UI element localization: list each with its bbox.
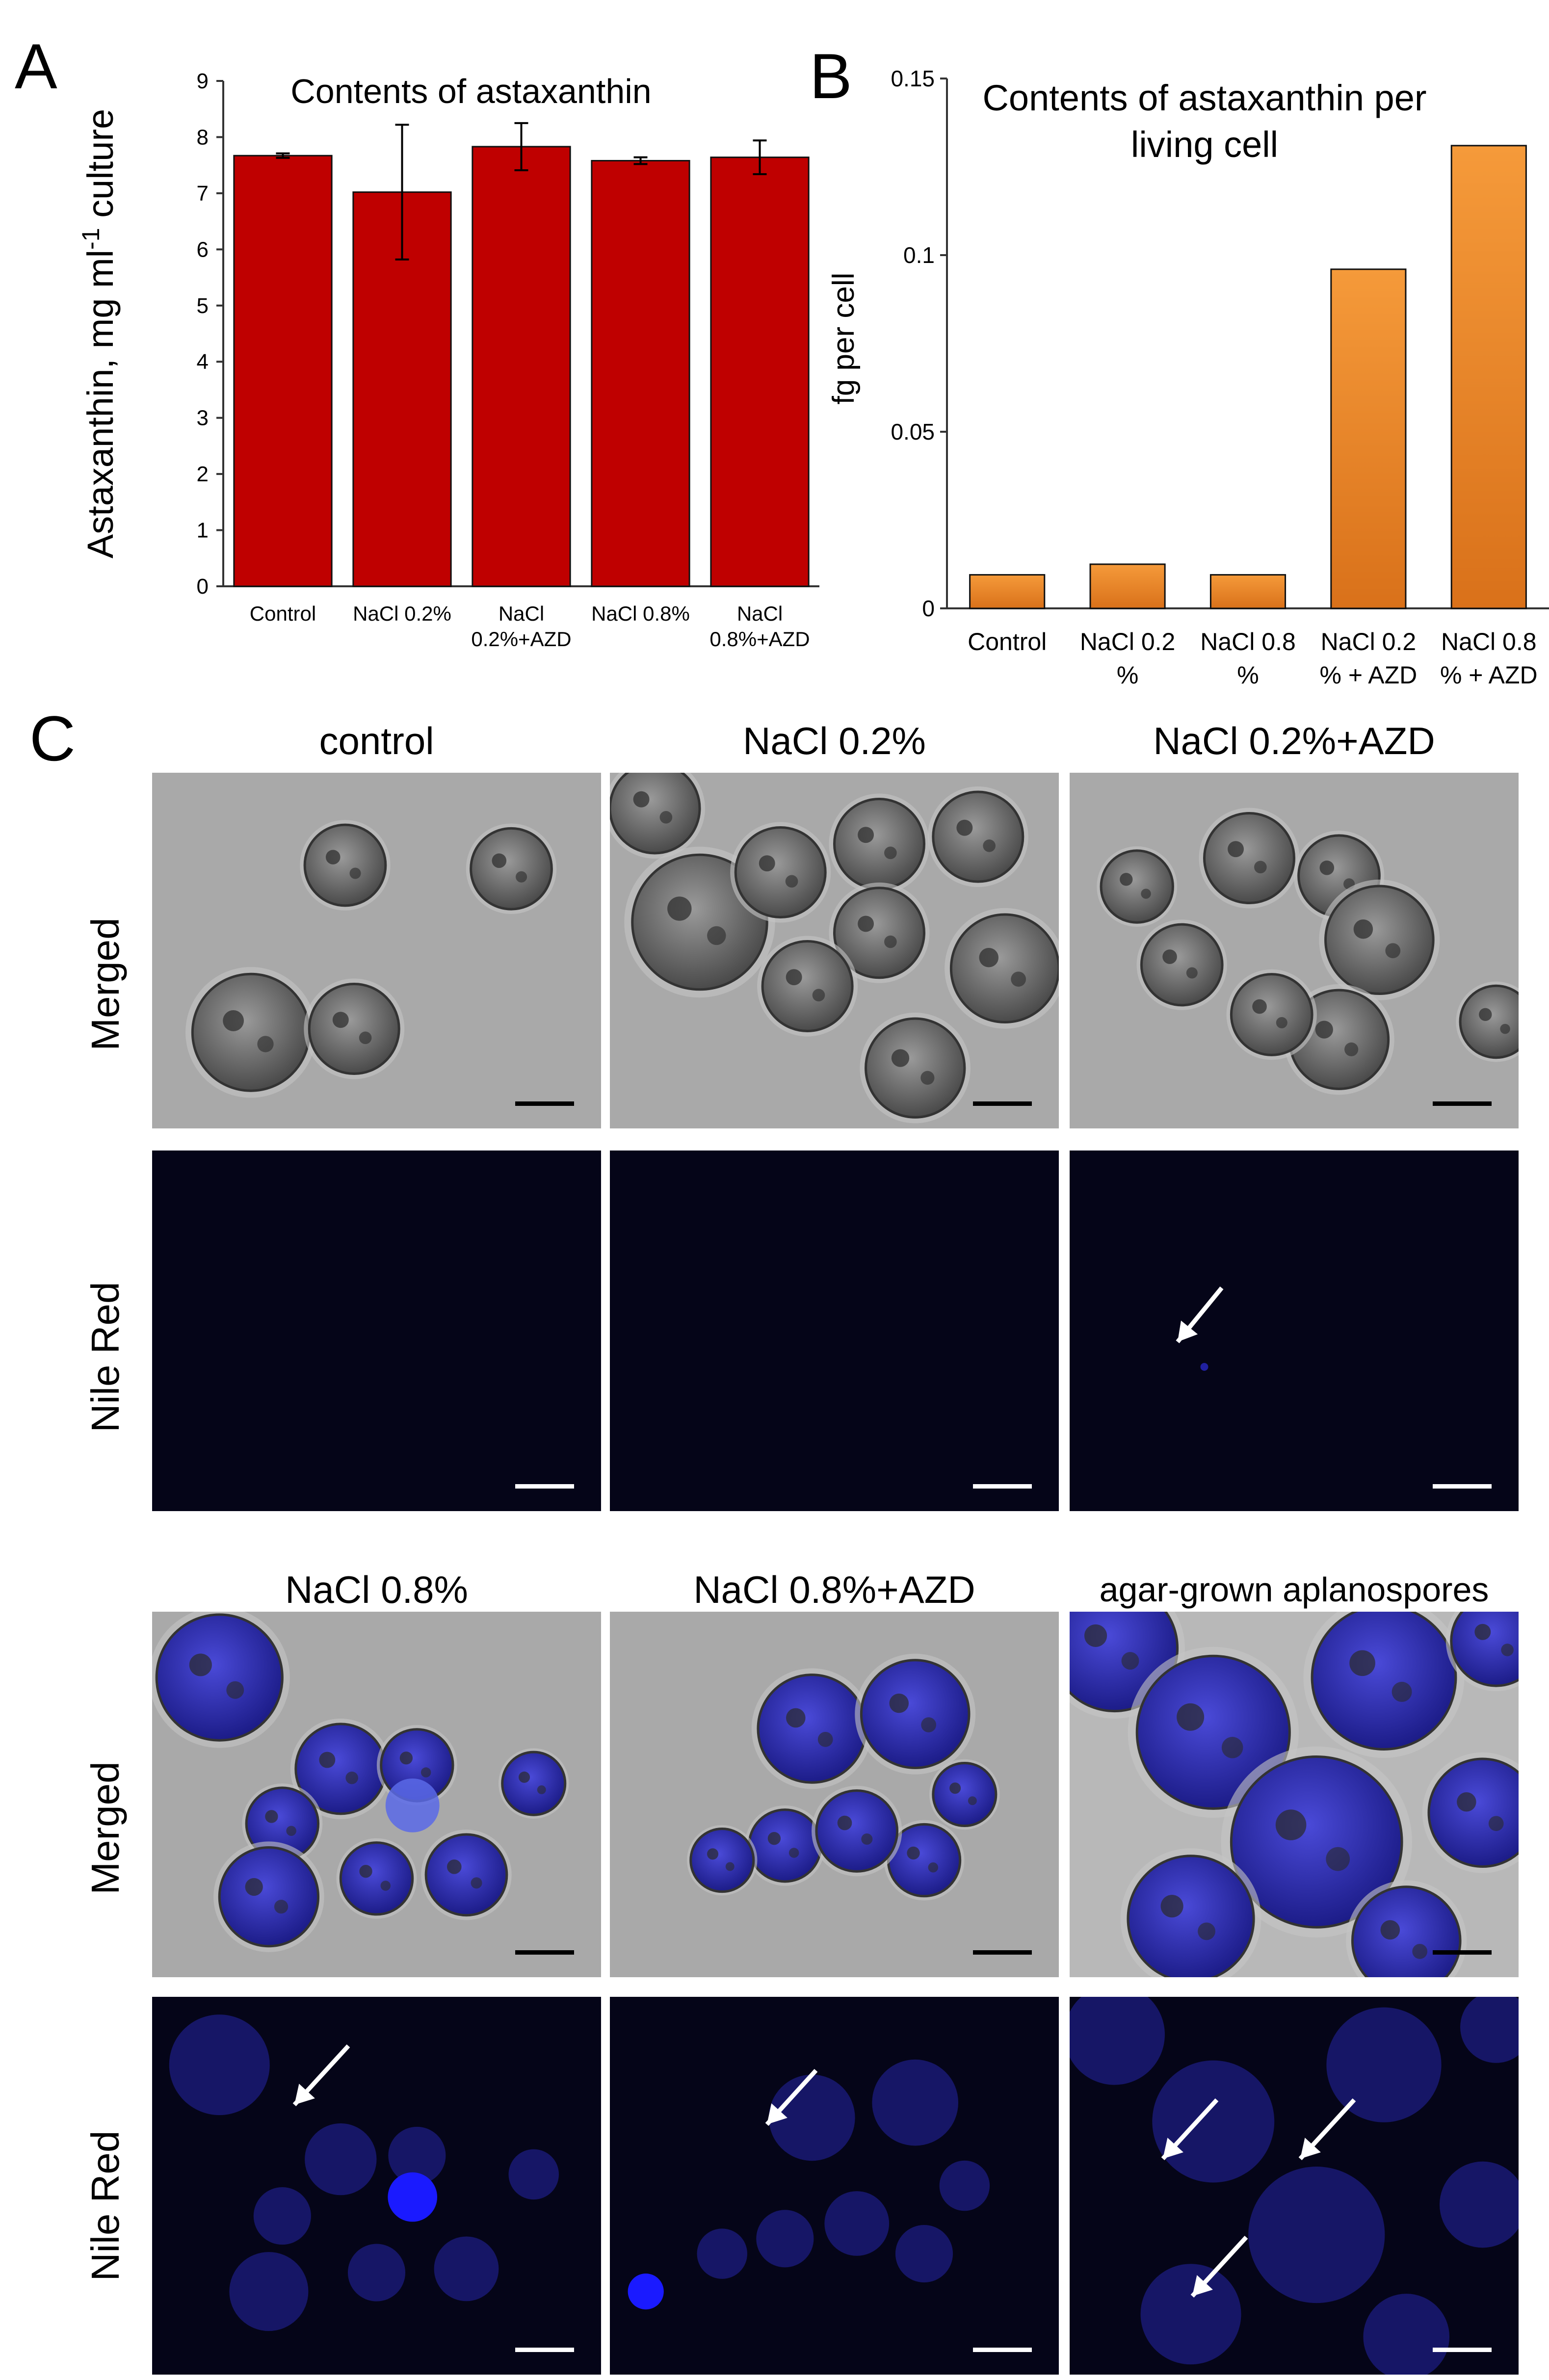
chart-b-category-label: % + AZD	[1320, 661, 1418, 689]
nile-red-image-n1-2	[1070, 1151, 1519, 1511]
nile-red-image-n2-0	[152, 1997, 601, 2375]
chart-a-bar-group	[472, 122, 571, 587]
nile-red-image-n2-2	[1070, 1997, 1519, 2375]
chart-a-category-label: NaCl	[499, 602, 544, 625]
chart-a-y-label: Astaxanthin, mg ml-1 culture	[77, 109, 121, 558]
col-title-control: control	[319, 719, 434, 762]
chart-a-y-tick-label: 7	[197, 182, 209, 206]
chart-a-title: Contents of astaxanthin	[290, 72, 651, 110]
chart-a-bar	[472, 146, 571, 587]
chart-b-category-label: %	[1117, 661, 1138, 689]
row-label-nilered-1: Nile Red	[83, 1282, 127, 1433]
col-title-nacl-02: NaCl 0.2%	[743, 719, 926, 762]
row-label-nilered-2: Nile Red	[83, 2130, 127, 2281]
chart-a-category-label: NaCl	[737, 602, 783, 625]
chart-b: 0 0.05 0.1 0.15 Control NaCl 0.2% NaCl 0.8% NaC…	[827, 66, 1549, 689]
chart-b-title-line2: living cell	[1131, 124, 1278, 165]
merged-image-m2-1	[610, 1612, 1059, 1977]
col-title-nacl-08: NaCl 0.8%	[285, 1568, 468, 1611]
chart-b-y-tick-label: 0.05	[891, 419, 935, 445]
chart-a-y-tick-label: 5	[197, 294, 209, 318]
chart-b-bar	[1209, 574, 1286, 609]
chart-a-category-label: 0.2%+AZD	[471, 628, 571, 651]
merged-image-m1-0	[152, 773, 601, 1128]
chart-a-y-tick-label: 6	[197, 237, 209, 262]
chart-b-y-tick-label: 0.15	[891, 66, 935, 91]
chart-a-category-label: NaCl 0.2%	[353, 602, 451, 625]
chart-a-category-label: 0.8%+AZD	[709, 628, 810, 651]
chart-b-bar	[969, 574, 1046, 609]
chart-a-y-tick-label: 3	[197, 406, 209, 430]
chart-a-bar-group	[233, 152, 333, 587]
merged-image-m2-2	[1070, 1612, 1519, 1977]
row-label-merged-2: Merged	[83, 1761, 127, 1895]
chart-a-bar-group	[710, 139, 810, 587]
col-title-agar: agar-grown aplanospores	[1099, 1570, 1489, 1609]
chart-b-category-label: %	[1237, 661, 1259, 689]
chart-b-bar	[1089, 563, 1166, 609]
merged-image-m1-1	[610, 773, 1059, 1128]
nile-red-image-n1-0	[152, 1151, 601, 1511]
row-label-merged-1: Merged	[83, 917, 127, 1051]
chart-b-category-label: % + AZD	[1440, 661, 1538, 689]
chart-b-category-label: NaCl 0.8	[1200, 628, 1296, 655]
chart-a-y-tick-label: 2	[197, 462, 209, 486]
chart-a-y-tick-label: 1	[197, 519, 209, 543]
chart-b-category-label: Control	[968, 628, 1047, 655]
merged-image-m2-0	[152, 1612, 601, 1977]
chart-a-y-tick-label: 9	[197, 69, 209, 93]
chart-a-bar-group	[591, 156, 690, 587]
chart-b-category-label: NaCl 0.8	[1441, 628, 1537, 655]
chart-a-y-tick-label: 8	[197, 125, 209, 149]
chart-b-category-label: NaCl 0.2	[1321, 628, 1417, 655]
chart-a-bar	[710, 157, 810, 587]
chart-a-category-label: NaCl 0.8%	[591, 602, 690, 625]
col-title-nacl-08-azd: NaCl 0.8%+AZD	[693, 1568, 975, 1611]
panel-a-letter: A	[15, 30, 57, 102]
panel-c-letter: C	[29, 703, 76, 774]
chart-b-y-tick-label: 0.1	[903, 242, 935, 268]
chart-b-title-line1: Contents of astaxanthin per	[982, 78, 1426, 118]
chart-a-y-tick-label: 4	[197, 350, 209, 374]
merged-image-m1-2	[1070, 773, 1519, 1128]
chart-a-category-label: Control	[250, 602, 316, 625]
chart-b-bar	[1450, 145, 1527, 609]
chart-b-y-tick-label: 0	[922, 596, 935, 621]
chart-a-bar	[591, 160, 690, 587]
panel-b-letter: B	[810, 40, 852, 112]
nile-red-image-n1-1	[610, 1151, 1059, 1511]
chart-a-y-tick-label: 0	[197, 575, 209, 599]
chart-a-bar	[352, 191, 452, 587]
nile-red-image-n2-1	[610, 1997, 1059, 2375]
chart-a: 0 1 2 3 4 5 6 7 8 9 Control NaCl 0.2% NaCl 0.2%+AZD Na…	[77, 69, 819, 651]
chart-b-bar	[1330, 268, 1407, 609]
chart-a-bar	[233, 155, 333, 587]
chart-a-bar-group	[352, 124, 452, 587]
chart-b-category-label: NaCl 0.2	[1080, 628, 1176, 655]
col-title-nacl-02-azd: NaCl 0.2%+AZD	[1153, 719, 1435, 762]
chart-b-y-label: fg per cell	[827, 273, 861, 405]
